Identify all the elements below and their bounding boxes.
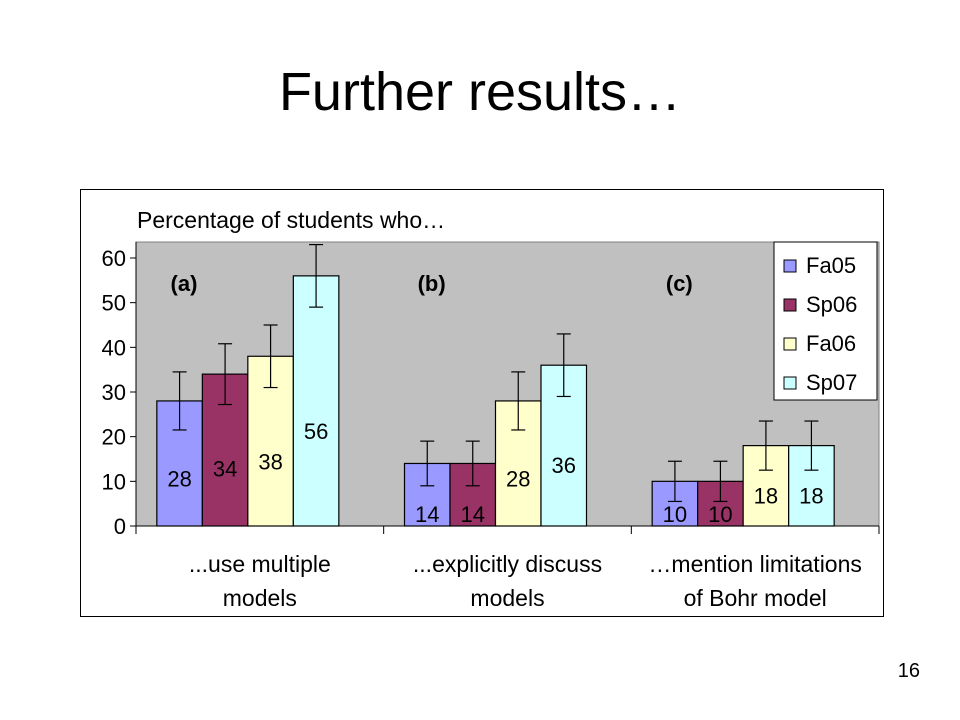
bar-sp07-1: [292, 275, 340, 527]
panel-label: (a): [171, 271, 198, 296]
y-tick-label: 10: [102, 469, 126, 494]
data-label: 36: [552, 453, 576, 478]
legend-swatch-sp07: [783, 376, 797, 390]
category-label: of Bohr model: [684, 585, 827, 611]
legend-label-fa06: Fa06: [806, 331, 856, 356]
category-label: models: [223, 585, 297, 611]
legend-label-fa05: Fa05: [806, 253, 856, 278]
data-label: 18: [799, 483, 823, 508]
legend-label-sp07: Sp07: [806, 370, 857, 395]
data-label: 38: [258, 450, 282, 475]
y-tick-label: 0: [114, 514, 126, 539]
y-tick-label: 60: [102, 246, 126, 271]
category-label: ...explicitly discuss: [413, 551, 602, 577]
data-label: 14: [415, 502, 439, 527]
bar-fa05-1: [156, 400, 203, 527]
legend-swatch-fa05: [783, 259, 797, 273]
data-label: 28: [167, 466, 191, 491]
legend-swatch-fa06: [783, 337, 797, 351]
y-tick-label: 30: [102, 380, 126, 405]
slide-title: Further results…: [278, 62, 682, 122]
category-label: …mention limitations: [648, 551, 861, 577]
chart-title: Percentage of students who…: [137, 207, 445, 233]
data-label: 34: [213, 456, 237, 481]
y-tick-label: 50: [102, 291, 126, 316]
y-tick-label: 40: [102, 335, 126, 360]
panel-label: (b): [418, 271, 446, 296]
legend-label-sp06: Sp06: [806, 292, 857, 317]
data-label: 10: [708, 502, 732, 527]
bar-sp06-1: [201, 373, 249, 527]
category-label: models: [470, 585, 544, 611]
data-label: 14: [461, 502, 485, 527]
legend-swatch-sp06: [783, 298, 797, 312]
data-label: 56: [304, 419, 328, 444]
y-tick-label: 20: [102, 425, 126, 450]
data-label: 10: [663, 502, 687, 527]
bar-chart: Percentage of students who… 0 10 20 30 40 50 60…: [102, 207, 880, 611]
data-label: 18: [754, 483, 778, 508]
category-label: ...use multiple: [189, 551, 331, 577]
chart-frame: Percentage of students who… 0 10 20 30 40 50 60…: [80, 189, 884, 617]
data-label: 28: [506, 466, 530, 491]
slide-number: 16: [897, 660, 920, 682]
panel-label: (c): [666, 271, 693, 296]
